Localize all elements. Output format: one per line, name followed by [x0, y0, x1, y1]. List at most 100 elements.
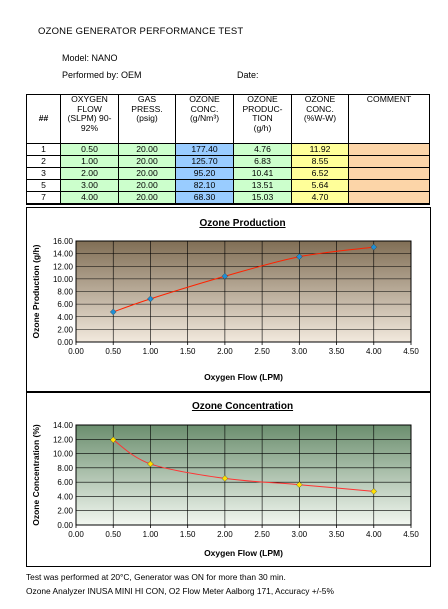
table-row: 5 3.00 20.00 82.10 13.51 5.64 — [26, 179, 430, 192]
y-tick-label: 10.00 — [53, 275, 74, 284]
x-tick-label: 4.50 — [403, 530, 419, 539]
header-comment: COMMENT — [348, 94, 430, 144]
x-tick-label: 4.00 — [366, 347, 382, 356]
y-tick-label: 6.00 — [57, 478, 73, 487]
y-tick-label: 4.00 — [57, 313, 73, 322]
data-point — [147, 460, 154, 468]
y-tick-label: 0.00 — [57, 338, 73, 347]
data-point — [109, 436, 117, 444]
x-tick-label: 2.50 — [254, 530, 270, 539]
x-tick-label: 3.50 — [329, 530, 345, 539]
x-tick-label: 4.50 — [403, 347, 419, 356]
cell-prod: 15.03 — [233, 191, 292, 205]
cell-comment — [348, 143, 430, 156]
chart-title: Ozone Concentration — [192, 401, 293, 412]
y-tick-label: 14.00 — [53, 250, 74, 259]
table-row: 1 0.50 20.00 177.40 4.76 11.92 — [26, 143, 430, 156]
cell-pct: 8.55 — [291, 155, 349, 168]
y-tick-label: 14.00 — [53, 421, 74, 430]
y-tick-label: 12.00 — [53, 262, 74, 271]
cell-pct: 4.70 — [291, 191, 349, 205]
cell-num: 5 — [26, 179, 61, 192]
y-tick-label: 16.00 — [53, 237, 74, 246]
performed-by-label: Performed by: OEM — [62, 70, 142, 80]
y-axis-label: Ozone Concentration (%) — [31, 424, 41, 526]
table-row: 2 1.00 20.00 125.70 6.83 8.55 — [26, 155, 430, 168]
x-tick-label: 0.50 — [105, 347, 121, 356]
cell-pct: 11.92 — [291, 143, 349, 156]
cell-comment — [348, 191, 430, 205]
y-tick-label: 10.00 — [53, 450, 74, 459]
date-label: Date: — [237, 70, 259, 80]
data-point — [370, 243, 378, 251]
cell-flow: 0.50 — [60, 143, 119, 156]
x-axis-label: Oxygen Flow (LPM) — [204, 548, 283, 558]
table-row: 7 4.00 20.00 68.30 15.03 4.70 — [26, 191, 430, 205]
cell-num: 7 — [26, 191, 61, 205]
y-tick-label: 8.00 — [57, 464, 73, 473]
cell-press: 20.00 — [118, 167, 176, 180]
x-tick-label: 2.50 — [254, 347, 270, 356]
cell-conc: 82.10 — [175, 179, 234, 192]
y-tick-label: 8.00 — [57, 288, 73, 297]
y-tick-label: 2.00 — [57, 507, 73, 516]
cell-pct: 5.64 — [291, 179, 349, 192]
cell-conc: 177.40 — [175, 143, 234, 156]
header-ozone-production: OZONE PRODUC- TION (g/h) — [233, 94, 292, 144]
ozone-concentration-chart: Ozone Concentration 0.00 2.00 4.00 6.00 8.00 1… — [26, 391, 431, 567]
x-tick-label: 3.00 — [292, 530, 308, 539]
y-tick-label: 12.00 — [53, 435, 74, 444]
cell-conc: 125.70 — [175, 155, 234, 168]
ozone-production-chart: Ozone Production 0.00 2.00 4.00 6.00 8.00 10.0… — [26, 207, 431, 393]
data-point — [370, 488, 378, 495]
model-label: Model: NANO — [62, 53, 118, 63]
x-tick-label: 0.00 — [68, 530, 84, 539]
x-tick-label: 1.00 — [143, 530, 159, 539]
footer-note-conditions: Test was performed at 20°C, Generator wa… — [26, 572, 286, 582]
header-gas-pressure: GAS PRESS. (psig) — [118, 94, 176, 144]
x-axis-label: Oxygen Flow (LPM) — [204, 372, 283, 382]
table-header-row: ## OXYGEN FLOW (SLPM) 90- 92% GAS PRESS. (p… — [26, 94, 430, 144]
cell-flow: 4.00 — [60, 191, 119, 205]
performance-table: ## OXYGEN FLOW (SLPM) 90- 92% GAS PRESS. (p… — [26, 94, 430, 205]
x-tick-label: 0.00 — [68, 347, 84, 356]
x-tick-label: 3.00 — [292, 347, 308, 356]
data-point — [147, 295, 154, 303]
x-tick-label: 2.00 — [217, 530, 233, 539]
x-tick-label: 1.00 — [143, 347, 159, 356]
cell-flow: 3.00 — [60, 179, 119, 192]
x-tick-label: 1.50 — [180, 530, 196, 539]
cell-num: 2 — [26, 155, 61, 168]
footer-note-equipment: Ozone Analyzer INUSA MINI HI CON, O2 Flo… — [26, 586, 334, 596]
x-tick-label: 0.50 — [105, 530, 121, 539]
cell-num: 1 — [26, 143, 61, 156]
y-tick-label: 4.00 — [57, 492, 73, 501]
x-tick-label: 2.00 — [217, 347, 233, 356]
header-ozone-conc: OZONE CONC. (g/Nm³) — [175, 94, 234, 144]
cell-prod: 4.76 — [233, 143, 292, 156]
cell-press: 20.00 — [118, 191, 176, 205]
data-point — [109, 308, 117, 316]
cell-prod: 6.83 — [233, 155, 292, 168]
data-point — [221, 273, 229, 280]
header-num: ## — [26, 94, 61, 144]
cell-flow: 1.00 — [60, 155, 119, 168]
plot-area — [75, 424, 412, 526]
cell-conc: 68.30 — [175, 191, 234, 205]
data-point — [221, 475, 229, 482]
header-oxygen-flow: OXYGEN FLOW (SLPM) 90- 92% — [60, 94, 119, 144]
y-tick-label: 0.00 — [57, 521, 73, 530]
header-ozone-percent: OZONE CONC. (%W-W) — [291, 94, 349, 144]
cell-press: 20.00 — [118, 143, 176, 156]
cell-conc: 95.20 — [175, 167, 234, 180]
cell-comment — [348, 179, 430, 192]
y-tick-label: 2.00 — [57, 325, 73, 334]
data-point — [296, 253, 303, 261]
y-tick-label: 6.00 — [57, 300, 73, 309]
cell-pct: 6.52 — [291, 167, 349, 180]
cell-comment — [348, 155, 430, 168]
cell-num: 3 — [26, 167, 61, 180]
y-axis-label: Ozone Production (g/h) — [31, 244, 41, 338]
cell-prod: 13.51 — [233, 179, 292, 192]
report-title: OZONE GENERATOR PERFORMANCE TEST — [38, 26, 244, 37]
